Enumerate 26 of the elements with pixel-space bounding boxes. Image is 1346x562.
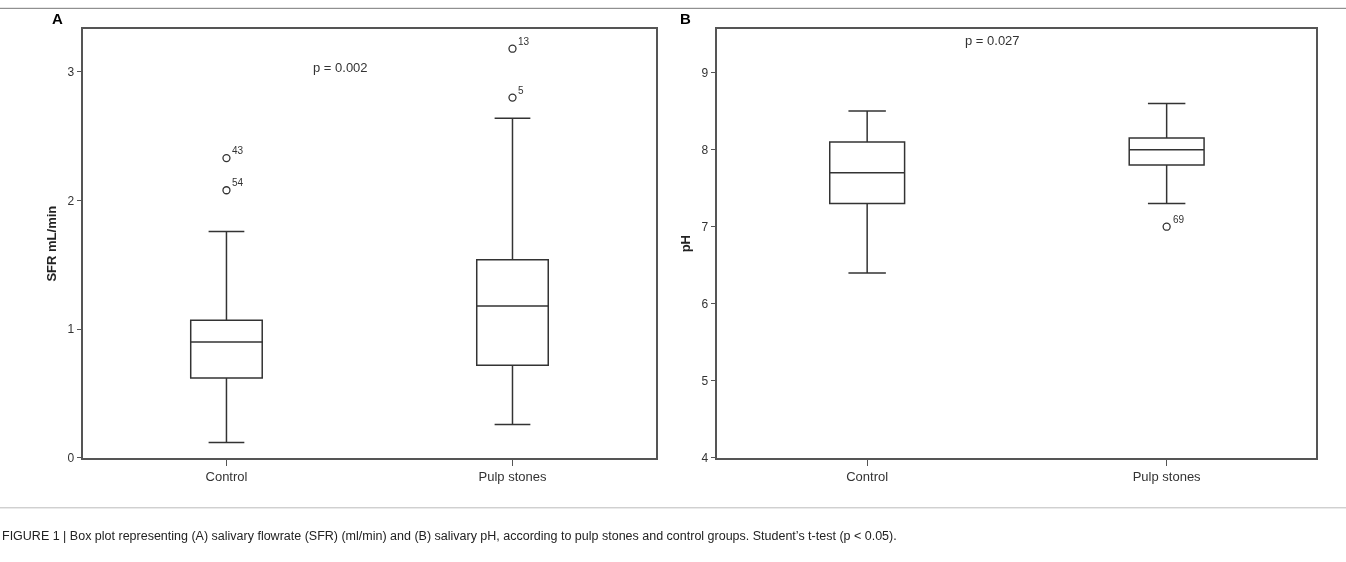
y-tick-label: 0 (67, 451, 75, 466)
x-tick-label: Pulp stones (478, 469, 547, 485)
y-tick-label: 9 (701, 65, 709, 80)
annotation: 13 (518, 36, 530, 47)
y-tick-label: 8 (701, 142, 709, 157)
x-tick-label: Control (846, 469, 889, 485)
y-tick-label: 1 (67, 322, 75, 337)
y-tick-label: 7 (701, 219, 709, 234)
y-tick-label: 4 (701, 451, 709, 466)
annotation: 54 (232, 177, 244, 188)
annotation: 43 (232, 145, 244, 156)
y-tick-label: 3 (67, 65, 75, 80)
y-axis-title: SFR mL/min (44, 205, 60, 282)
annotation: 69 (1173, 214, 1185, 225)
y-tick-label: 5 (701, 374, 709, 389)
y-axis-title: pH (678, 234, 694, 253)
x-tick-label: Pulp stones (1132, 469, 1202, 485)
text: A (52, 10, 63, 27)
caption: FIGURE 1 | Box plot representing (A) salivary flowrate (SFR) (ml/min) and (B) salivary pH, according to pulp stones and control groups. Student’s t-test (p < 0.05). (2, 529, 897, 543)
text: B (680, 10, 691, 27)
annotation: p = 0.002 (313, 60, 368, 75)
x-tick-label: Control (205, 469, 248, 485)
annotation: 5 (518, 85, 524, 96)
annotation: p = 0.027 (965, 33, 1020, 48)
y-tick-label: 2 (67, 193, 75, 208)
y-tick-label: 6 (701, 296, 709, 311)
